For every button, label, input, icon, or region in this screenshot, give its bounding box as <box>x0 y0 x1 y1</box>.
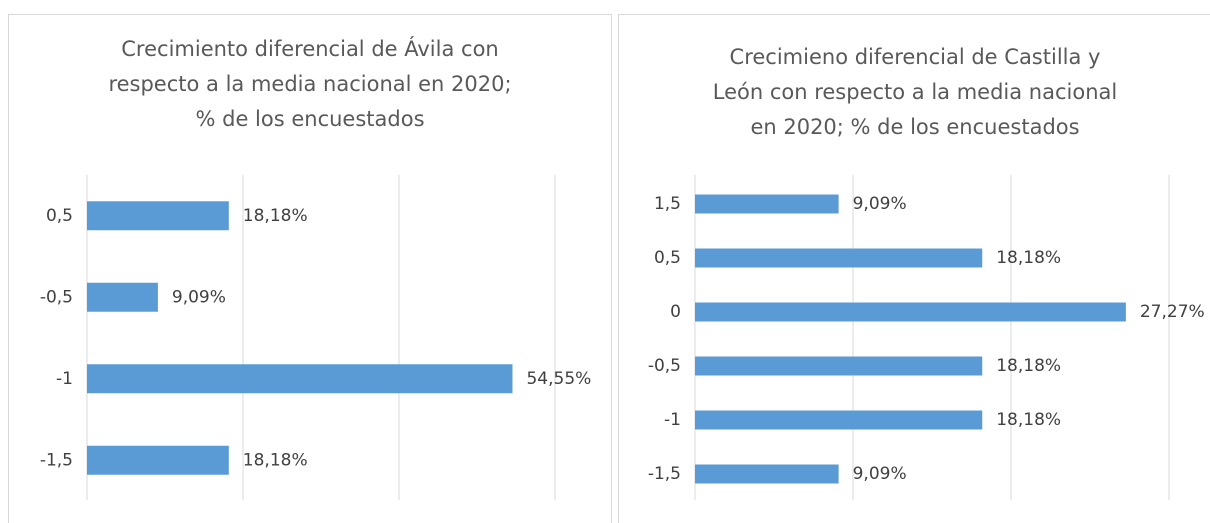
y-tick-label: 0,5 <box>46 206 73 226</box>
chart-title: León con respecto a la media nacional <box>713 80 1117 104</box>
y-tick-label: 0,5 <box>654 248 681 268</box>
y-tick-label: 0 <box>670 302 681 322</box>
y-tick-label: -1 <box>664 410 681 430</box>
bar <box>695 248 983 268</box>
data-label: 18,18% <box>996 410 1061 430</box>
chart-title: % de los encuestados <box>195 107 424 131</box>
data-label: 54,55% <box>526 369 591 389</box>
chart-frame <box>618 14 1210 523</box>
chart-title: en 2020; % de los encuestados <box>750 115 1079 139</box>
y-tick-label: -1,5 <box>648 464 681 484</box>
data-label: 18,18% <box>996 356 1061 376</box>
y-tick-label: -1,5 <box>40 450 73 470</box>
y-tick-label: 1,5 <box>654 194 681 214</box>
bar <box>87 364 513 394</box>
bar <box>695 356 983 376</box>
data-label: 27,27% <box>1140 302 1205 322</box>
chart-frame <box>8 14 612 523</box>
bar <box>695 302 1126 322</box>
y-tick-label: -1 <box>56 369 73 389</box>
data-label: 18,18% <box>243 206 308 226</box>
bar <box>87 445 229 475</box>
chart-title: respecto a la media nacional en 2020; <box>108 72 511 96</box>
chart-title: Crecimiento diferencial de Ávila con <box>121 36 498 61</box>
data-label: 9,09% <box>853 194 907 214</box>
data-label: 18,18% <box>996 248 1061 268</box>
data-label: 9,09% <box>853 464 907 484</box>
data-label: 18,18% <box>243 450 308 470</box>
data-label: 9,09% <box>172 287 226 307</box>
chart-title: Crecimieno diferencial de Castilla y <box>730 45 1101 69</box>
bar <box>695 464 839 484</box>
bar <box>87 282 158 312</box>
y-tick-label: -0,5 <box>648 356 681 376</box>
bar <box>695 194 839 214</box>
bar <box>87 201 229 231</box>
y-tick-label: -0,5 <box>40 287 73 307</box>
bar <box>695 410 983 430</box>
